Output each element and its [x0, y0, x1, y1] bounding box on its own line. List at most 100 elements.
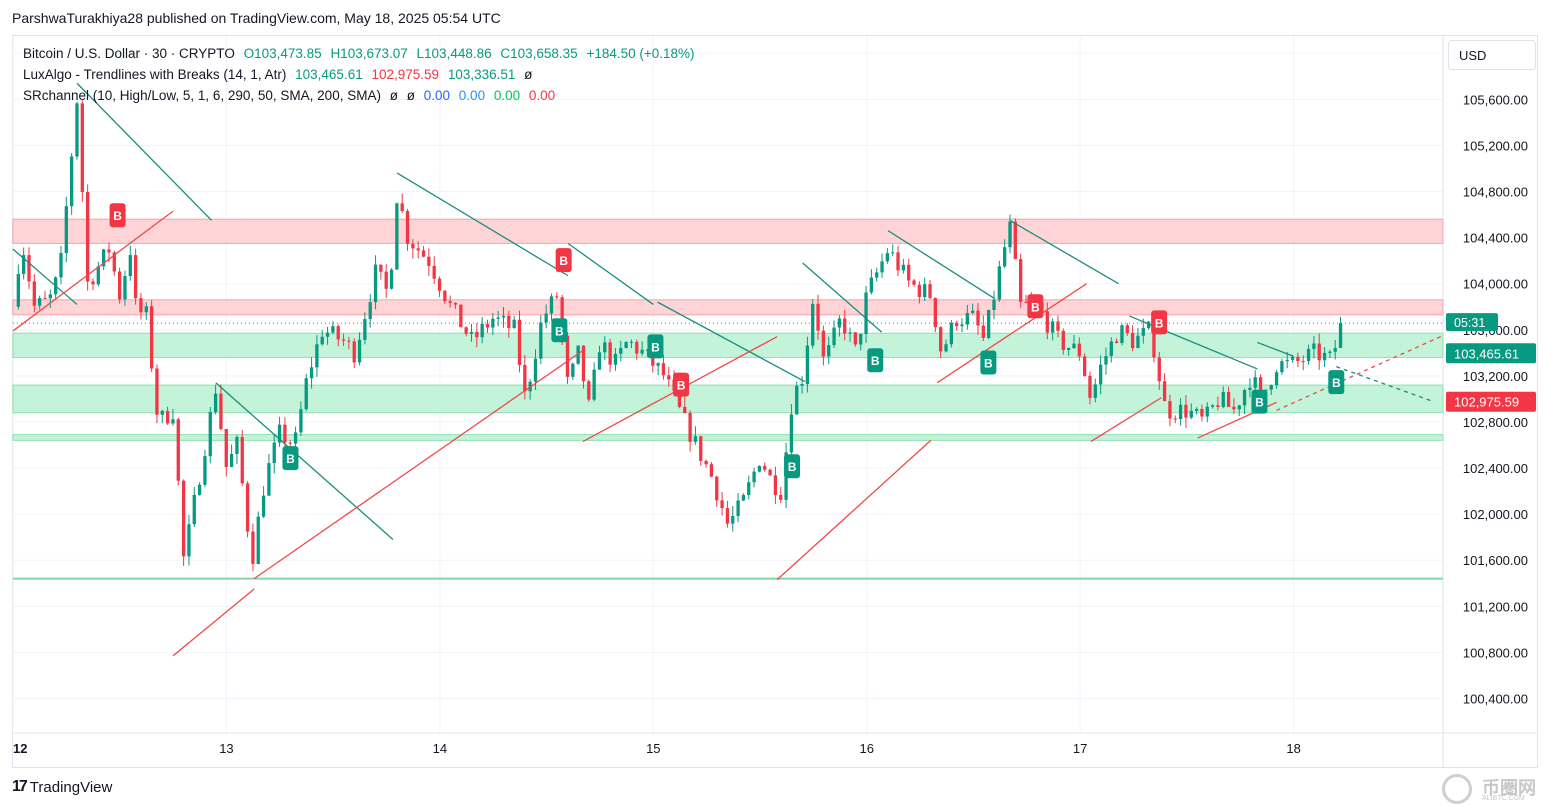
candle-body [987, 309, 991, 338]
candle-body [165, 410, 170, 424]
candle-body [1061, 330, 1065, 350]
trendline-down [76, 82, 212, 221]
candle-body [1130, 333, 1135, 349]
countdown-label: 05:31 [1454, 316, 1485, 330]
candle-body [693, 436, 698, 442]
candle-body [272, 442, 276, 464]
price-label-bg [1446, 343, 1536, 364]
candle-body [1072, 343, 1076, 349]
legend-indicator-2[interactable]: SRchannel (10, High/Low, 5, 1, 6, 290, 5… [23, 88, 560, 103]
candle-body [432, 265, 436, 279]
candle-body [192, 494, 196, 525]
tradingview-logo[interactable]: 17 TradingView [12, 778, 112, 796]
candle-body [709, 464, 714, 477]
candle-body [811, 303, 815, 346]
candle-body [976, 310, 980, 326]
candle-body [347, 340, 351, 342]
candle-body [267, 463, 271, 496]
indicator-1-name[interactable]: LuxAlgo - Trendlines with Breaks (14, 1,… [23, 67, 287, 82]
candle-body [128, 255, 132, 277]
candle-body [549, 296, 554, 314]
candle-body [933, 297, 938, 328]
candle-body [736, 500, 740, 516]
candle-body [379, 264, 383, 272]
candle-body [853, 332, 858, 345]
candle-body [139, 298, 143, 313]
candle-body [352, 341, 356, 363]
candle-body [565, 335, 570, 377]
candle-body [1242, 389, 1247, 406]
candle-body [629, 341, 634, 343]
indicator-1-value-1: 103,465.61 [295, 67, 363, 82]
candle-body [683, 406, 687, 413]
trendline-up [1276, 334, 1444, 412]
trendline-down [657, 301, 806, 383]
candle-body [235, 437, 239, 455]
price-label-bg [1446, 391, 1536, 412]
candle-body [1322, 352, 1327, 361]
candle-body [677, 390, 682, 407]
candle-body [96, 266, 100, 285]
indicator-1-value-2: 102,975.59 [371, 67, 440, 82]
candle-body [475, 331, 479, 338]
candle-body [16, 273, 20, 307]
trendline-down [802, 262, 883, 333]
ohlc-low: L103,448.86 [416, 46, 492, 61]
candle-body [533, 358, 538, 382]
candle-body [501, 315, 506, 318]
candle-body [907, 264, 911, 281]
legend-symbol-row[interactable]: Bitcoin / U.S. Dollar · 30 · CRYPTO O103… [23, 46, 700, 61]
break-signal-green: B [647, 334, 664, 359]
candle-body [1152, 321, 1156, 358]
candle-body [688, 412, 692, 442]
candle-body [91, 281, 95, 285]
candle-body [949, 322, 954, 345]
candle-body [805, 345, 810, 385]
candle-body [555, 296, 559, 298]
candle-body [224, 429, 228, 467]
candle-body [283, 424, 287, 443]
candle-body [720, 500, 724, 509]
trendline-up [936, 283, 1087, 384]
legend-indicator-1[interactable]: LuxAlgo - Trendlines with Breaks (14, 1,… [23, 67, 537, 82]
candle-body [1066, 348, 1071, 350]
candle-body [80, 103, 84, 193]
candle-body [38, 298, 42, 306]
candle-body [1269, 385, 1273, 390]
candle-body [368, 302, 372, 320]
candle-body [571, 363, 575, 377]
price-labels: 05:31 103,465.61 102,975.59 [1446, 313, 1536, 412]
indicator-2-name[interactable]: SRchannel (10, High/Low, 5, 1, 6, 290, 5… [23, 88, 381, 103]
candle-body [464, 327, 468, 334]
candle-body [123, 276, 127, 300]
candle-body [448, 301, 452, 303]
countdown-label-bg [1446, 313, 1498, 332]
publish-header: ParshwaTurakhiya28 published on TradingV… [12, 10, 501, 26]
candle-body [1120, 325, 1124, 344]
candle-body [1109, 341, 1113, 357]
watermark-text: 币圈网 [1482, 778, 1536, 798]
symbol-name[interactable]: Bitcoin / U.S. Dollar · 30 · CRYPTO [23, 46, 235, 61]
candle-body [1253, 377, 1257, 388]
candle-body [795, 385, 799, 415]
candle-body [661, 363, 666, 376]
currency-button[interactable]: USD [1448, 40, 1536, 70]
candle-body [1296, 356, 1300, 362]
break-signals: B B B B B B B B B B B B B [109, 203, 1345, 479]
candle-body [603, 342, 607, 353]
signal-text: B [677, 379, 686, 393]
candle-body [859, 334, 863, 345]
candle-body [837, 318, 842, 328]
candle-body [597, 352, 602, 370]
signal-text: B [984, 357, 993, 371]
signal-badge [1151, 310, 1168, 335]
resistance-zone [12, 218, 1444, 244]
candle-body [389, 269, 394, 289]
candle-body [539, 322, 543, 359]
candle-body [1290, 356, 1295, 360]
trendline-down [1257, 341, 1294, 357]
candle-body [1104, 356, 1108, 365]
candle-body [773, 475, 778, 495]
candle-body [1162, 381, 1167, 402]
